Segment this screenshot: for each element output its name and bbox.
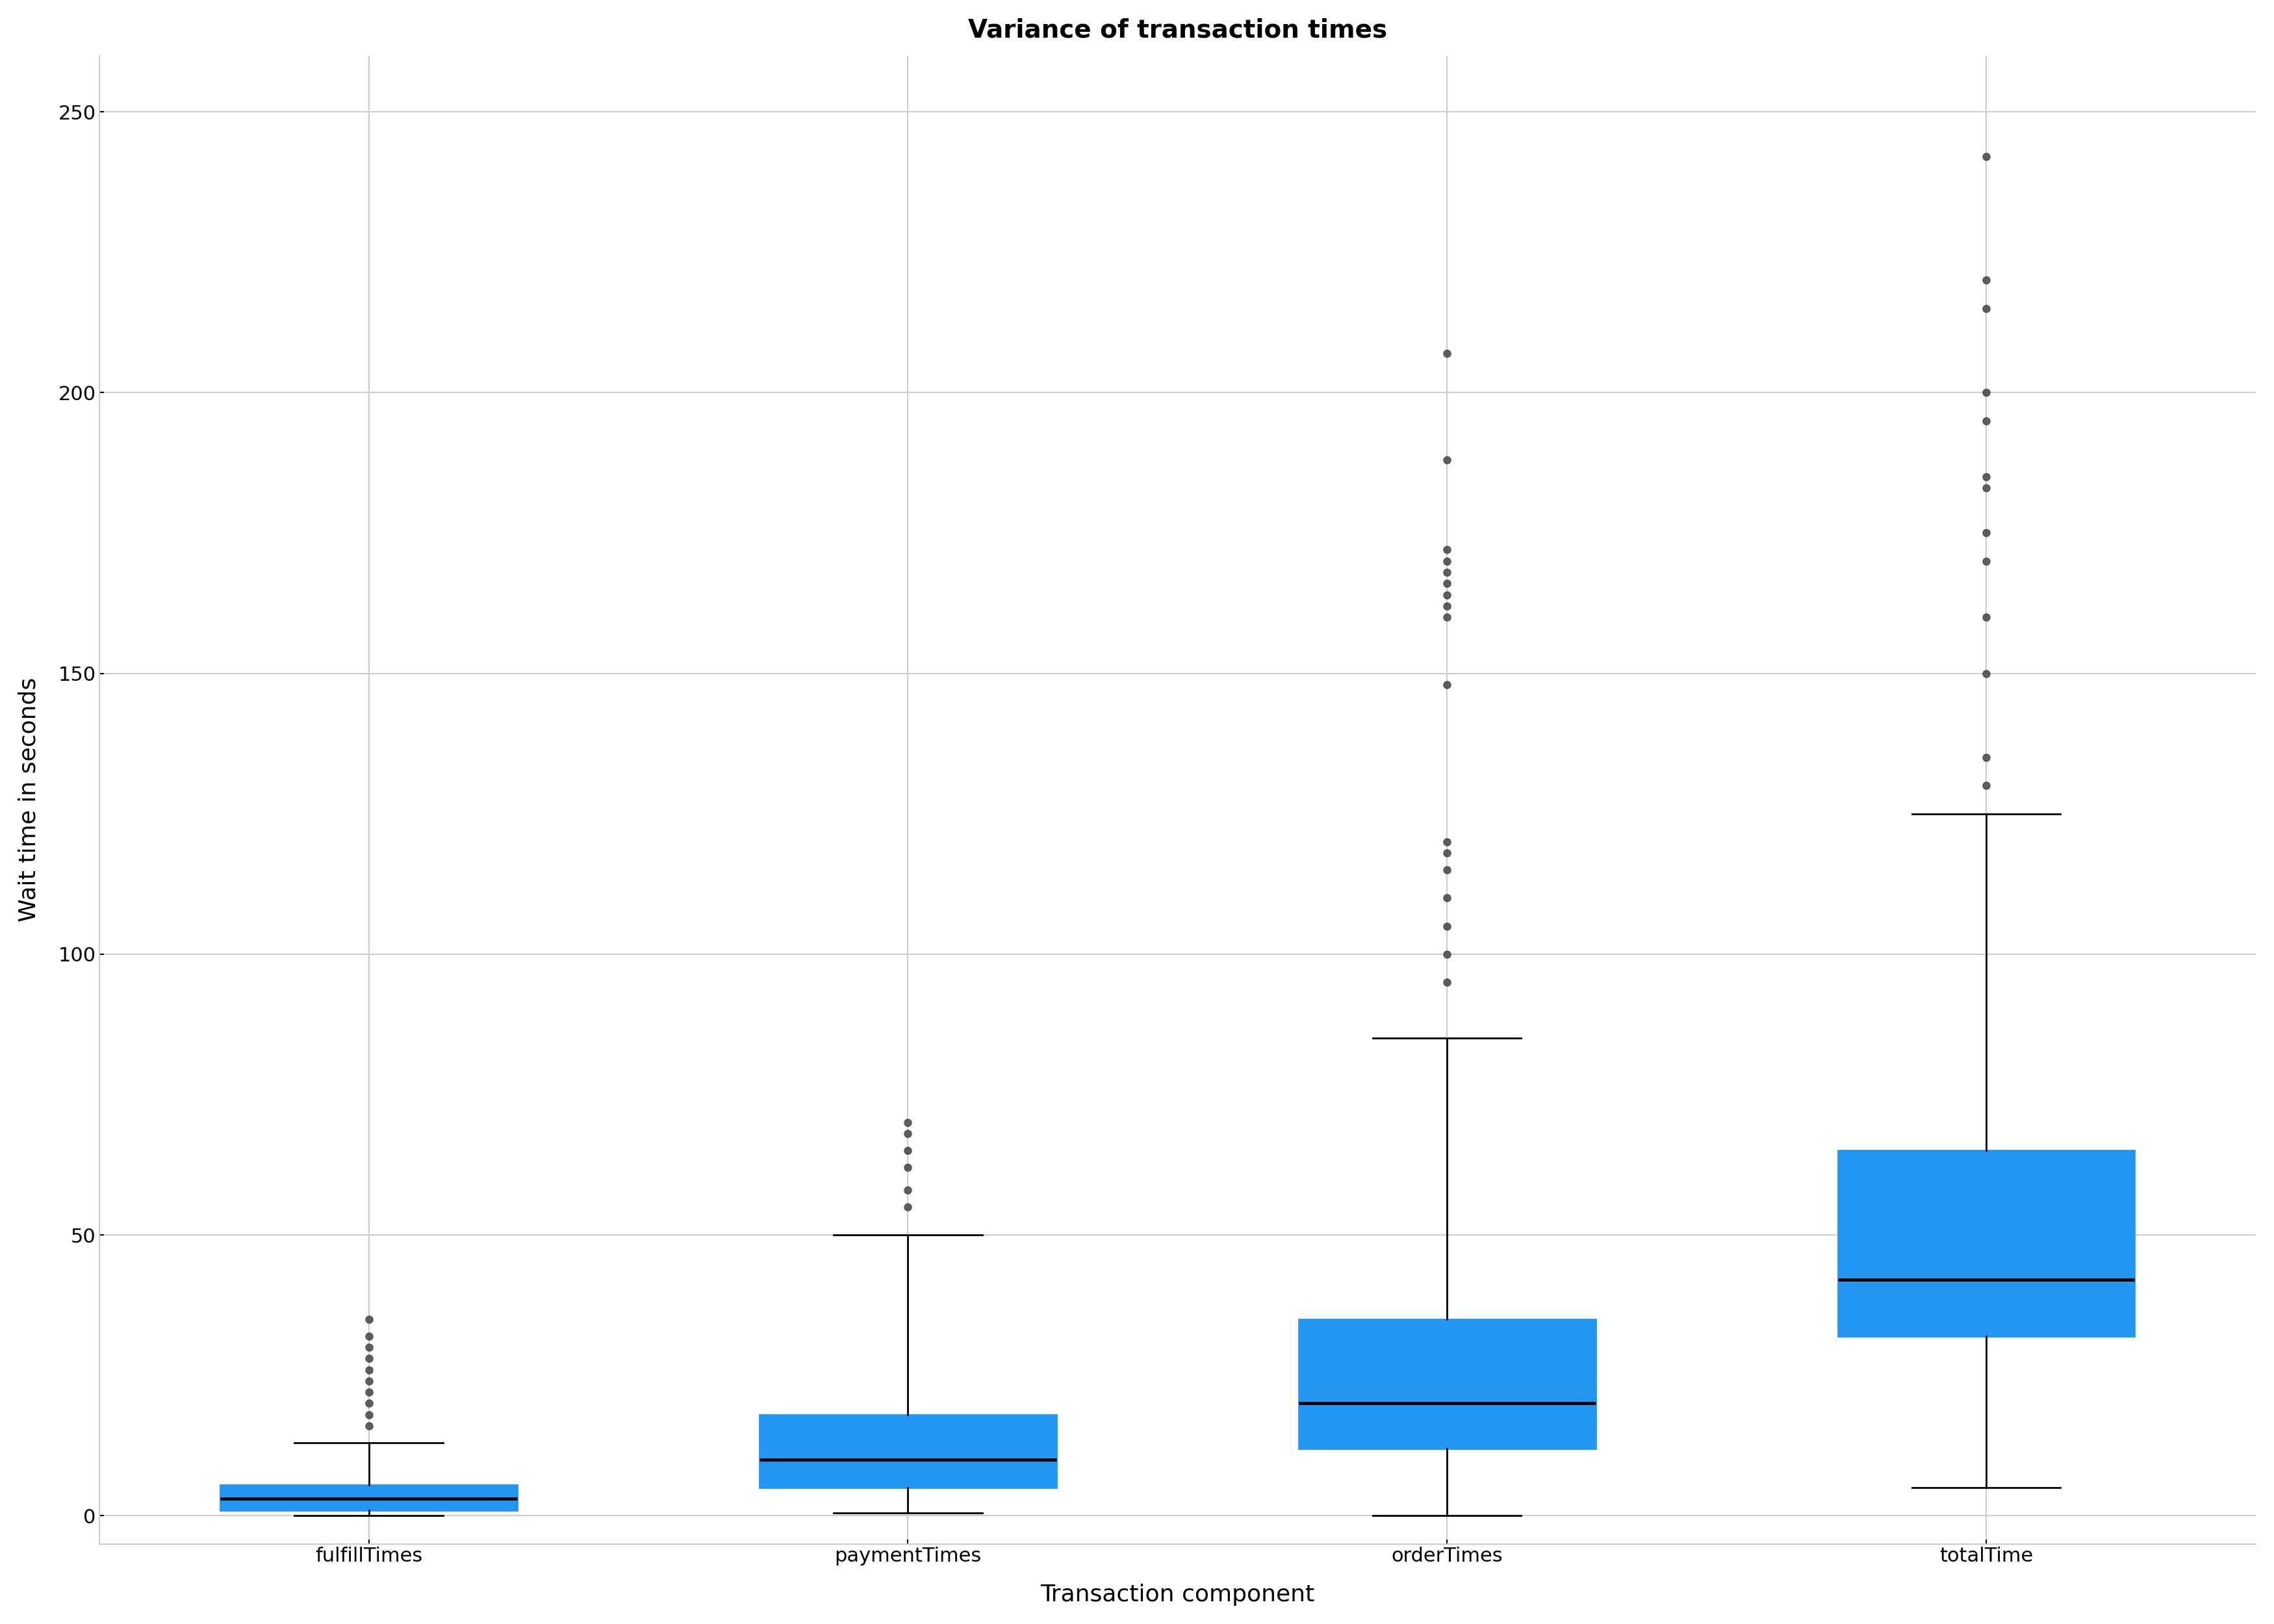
Title: Variance of transaction times: Variance of transaction times	[969, 18, 1387, 42]
X-axis label: Transaction component: Transaction component	[1041, 1583, 1314, 1606]
PathPatch shape	[760, 1415, 1055, 1488]
Y-axis label: Wait time in seconds: Wait time in seconds	[18, 677, 41, 922]
PathPatch shape	[1298, 1319, 1596, 1449]
PathPatch shape	[1837, 1151, 2135, 1337]
PathPatch shape	[221, 1484, 516, 1510]
